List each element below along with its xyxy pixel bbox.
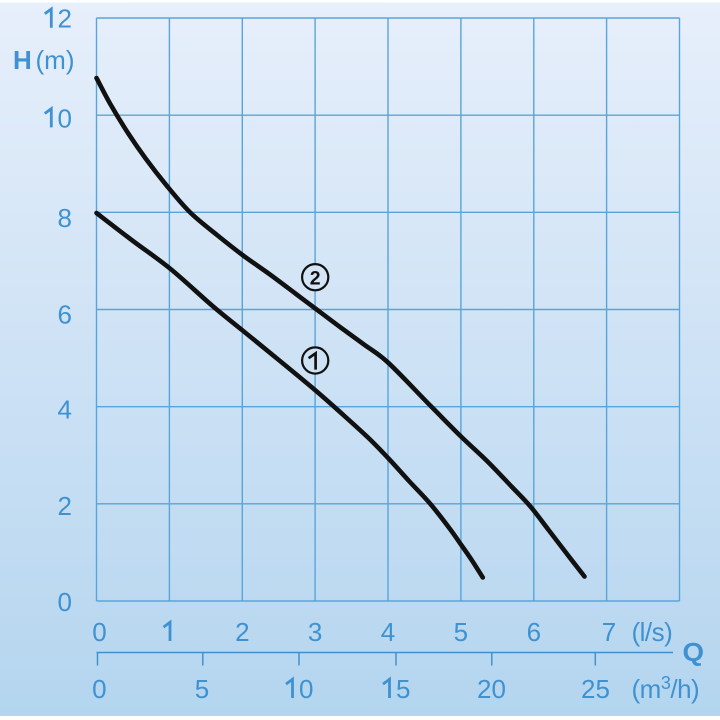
svg-text:8: 8: [58, 203, 72, 233]
svg-text:5: 5: [396, 674, 410, 704]
svg-text:0: 0: [58, 587, 72, 617]
svg-text:(l/s): (l/s): [632, 617, 673, 647]
svg-text:2: 2: [58, 4, 72, 34]
svg-text:4: 4: [58, 395, 72, 425]
svg-text:5: 5: [454, 617, 468, 647]
svg-text:20: 20: [477, 674, 506, 704]
svg-text:0: 0: [92, 617, 106, 647]
svg-text:2: 2: [58, 491, 72, 521]
svg-text:Q: Q: [683, 637, 705, 667]
svg-text:0: 0: [299, 674, 313, 704]
svg-text:3: 3: [308, 617, 322, 647]
svg-text:5: 5: [195, 674, 209, 704]
svg-text:4: 4: [381, 617, 395, 647]
svg-text:6: 6: [58, 299, 72, 329]
svg-text:H: H: [13, 45, 32, 75]
svg-text:25: 25: [581, 674, 610, 704]
svg-text:2: 2: [235, 617, 249, 647]
svg-text:6: 6: [527, 617, 541, 647]
svg-text:(m): (m): [36, 45, 75, 75]
svg-text:2: 2: [310, 267, 321, 289]
svg-text:0: 0: [58, 103, 72, 133]
svg-text:7: 7: [602, 617, 616, 647]
svg-text:0: 0: [92, 674, 106, 704]
